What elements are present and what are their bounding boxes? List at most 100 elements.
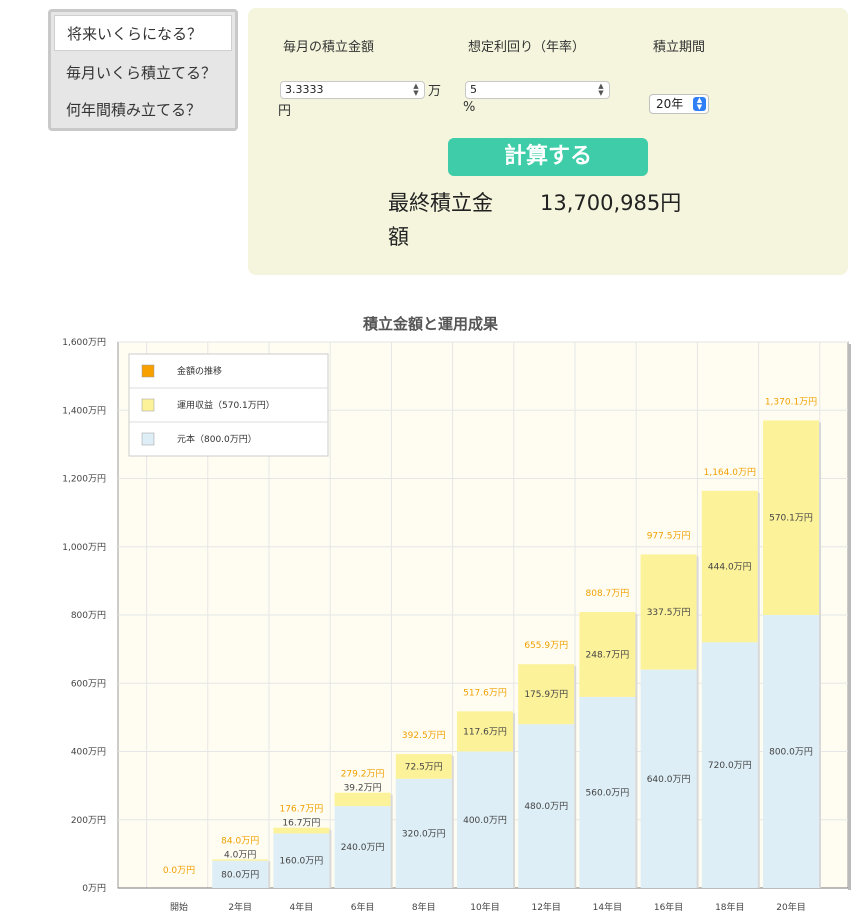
bar-principal [640,669,697,888]
bar-gain [334,792,391,807]
gain-label: 444.0万円 [708,562,752,573]
plot-shadow [848,344,851,890]
chart-title: 積立金額と運用成果 [362,315,498,333]
total-label: 84.0万円 [221,835,259,846]
mode-monthly-amount[interactable]: 毎月いくら積立てる？ [66,64,217,82]
gain-label: 4.0万円 [224,849,256,860]
gain-label: 248.7万円 [586,649,630,660]
bar-gain [518,664,575,725]
y-tick-label: 1,000万円 [62,542,106,553]
x-tick-label: 20年目 [776,901,805,913]
bar-principal [579,696,636,888]
principal-label: 640.0万円 [647,774,691,785]
monthly-amount-input[interactable]: 3.3333 ▲ ▼ [280,81,425,99]
gain-label: 16.7万円 [282,818,320,829]
principal-label: 80.0万円 [221,869,259,880]
gain-label: 337.5万円 [647,607,691,618]
y-tick-label: 600万円 [71,678,106,689]
mode-menu: 将来いくらになる？ 毎月いくら積立てる？ 何年間積み立てる？ [48,9,238,131]
bar-shadow [819,422,821,888]
principal-label: 400.0万円 [463,815,507,826]
bar-principal [334,806,391,888]
bar-gain [457,711,513,752]
period-select[interactable]: 20年 ▲ ▼ [649,94,709,114]
legend-swatch [141,364,155,378]
savings-chart: 0万円 200万円 400万円 600万円 800万円 1,000万円 1,200万円 1,4… [62,337,851,913]
x-tick-label: 18年目 [715,901,744,913]
gain-label: 570.1万円 [769,513,813,524]
rate-input[interactable]: 5 ▲ ▼ [465,81,610,99]
total-label: 977.5万円 [647,530,691,541]
legend-entry: 金額の推移 [177,365,222,377]
bar-shadow [635,614,638,888]
principal-label: 800.0万円 [769,747,813,758]
principal-label: 560.0万円 [586,787,630,798]
x-tick-label: 6年目 [351,901,375,913]
gain-label: 117.6万円 [463,726,507,737]
bar-shadow [574,666,577,888]
total-label: 279.2万円 [341,769,385,780]
gain-label: 72.5万円 [405,761,443,772]
principal-label: 240.0万円 [341,842,385,853]
mode-period[interactable]: 何年間積み立てる？ [66,101,202,119]
monthly-amount-stepper[interactable]: ▲ ▼ [413,82,419,97]
principal-label: 480.0万円 [524,801,568,812]
bar-shadow [268,861,271,888]
gain-label: 39.2万円 [344,783,382,794]
monthly-amount-label: 毎月の積立金額 [283,40,375,55]
bar-gain [395,754,452,779]
legend-entry: 元本（800.0万円） [177,433,257,445]
total-label: 1,164.0万円 [704,467,756,478]
rate-value: 5 [470,83,477,96]
x-tick-label: 開始 [170,901,188,913]
bar-principal [763,615,819,888]
y-tick-label: 800万円 [71,610,106,621]
bar-shadow [451,756,454,888]
total-label: 655.9万円 [524,640,568,651]
calculate-button[interactable]: 計算する [448,138,648,176]
x-tick-label: 8年目 [412,901,436,913]
mode-future-value[interactable]: 将来いくらになる？ [54,15,232,51]
bar-gain [212,859,269,861]
total-label: 808.7万円 [586,588,630,599]
principal-label: 720.0万円 [708,760,752,771]
rate-unit: % [463,100,476,115]
calculator-panel: 毎月の積立金額 想定利回り（年率） 積立期間 3.3333 ▲ ▼ 万 円 5 ▲… [248,8,848,275]
period-selected-value: 20年 [656,97,684,111]
x-tick-label: 4年目 [290,901,314,913]
legend-box [128,353,329,457]
monthly-unit-yen: 円 [278,104,292,119]
bar-principal [273,833,330,888]
gain-label: 175.9万円 [524,689,568,700]
monthly-amount-value: 3.3333 [285,83,324,96]
bar-shadow [757,492,760,888]
select-chevron-icon: ▲ ▼ [693,97,706,111]
bar-gain [640,554,697,670]
y-tick-label: 0万円 [82,883,106,894]
monthly-unit-man: 万 [428,84,442,99]
period-label: 積立期間 [653,40,706,55]
principal-label: 320.0万円 [402,828,446,839]
rate-label: 想定利回り（年率） [468,40,586,55]
x-tick-label: 2年目 [228,901,252,913]
legend-swatch [141,398,155,412]
principal-label: 160.0万円 [280,856,324,867]
bar-principal [457,751,513,888]
total-label: 517.6万円 [463,687,507,698]
bar-shadow [329,829,332,888]
y-tick-label: 200万円 [71,815,106,826]
bar-gain [763,420,819,615]
bar-principal [395,778,452,888]
y-tick-label: 1,400万円 [62,405,106,416]
bar-shadow [390,794,393,888]
rate-stepper[interactable]: ▲ ▼ [598,82,604,97]
bar-gain [701,490,758,643]
bar-principal [701,642,758,888]
y-tick-label: 400万円 [71,747,106,758]
total-label: 176.7万円 [280,804,324,815]
y-tick-label: 1,200万円 [62,474,106,485]
y-tick-label: 1,600万円 [62,337,106,348]
bar-gain [273,827,330,834]
bar-gain [579,612,636,697]
x-tick-label: 12年目 [531,901,560,913]
